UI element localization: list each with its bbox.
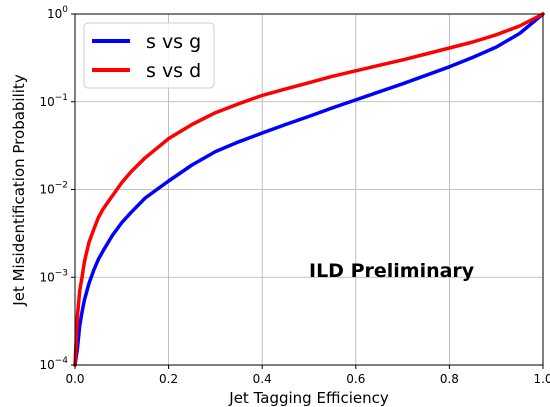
x-tick-label: 1.0 bbox=[533, 372, 550, 386]
y-tick-label: 10−2 bbox=[39, 181, 68, 197]
x-tick-label: 0.6 bbox=[346, 372, 365, 386]
ild-preliminary-annotation: ILD Preliminary bbox=[309, 260, 475, 282]
x-tick-label: 0.8 bbox=[440, 372, 459, 386]
y-tick-label: 10−4 bbox=[39, 356, 68, 372]
x-tick-label: 0.0 bbox=[65, 372, 84, 386]
legend-label-s-vs-d: s vs d bbox=[146, 60, 201, 82]
x-axis-ticks: 0.0 0.2 0.4 0.6 0.8 1.0 bbox=[65, 365, 550, 386]
series-lines bbox=[73, 12, 545, 367]
y-tick-label: 100 bbox=[47, 5, 68, 21]
x-tick-label: 0.4 bbox=[253, 372, 272, 386]
series-line-s-vs-d bbox=[73, 12, 545, 367]
legend: s vs g s vs d bbox=[83, 22, 215, 89]
legend-label-s-vs-g: s vs g bbox=[146, 31, 201, 53]
x-axis-label: Jet Tagging Efficiency bbox=[228, 389, 389, 407]
y-tick-label: 10−1 bbox=[39, 93, 68, 109]
y-tick-label: 10−3 bbox=[39, 268, 68, 284]
x-tick-label: 0.2 bbox=[159, 372, 178, 386]
y-axis-ticks: 10−4 10−3 10−2 10−1 100 bbox=[39, 5, 75, 372]
series-line-s-vs-g bbox=[73, 12, 545, 367]
y-axis-label: Jet Misidentification Probability bbox=[10, 74, 28, 307]
